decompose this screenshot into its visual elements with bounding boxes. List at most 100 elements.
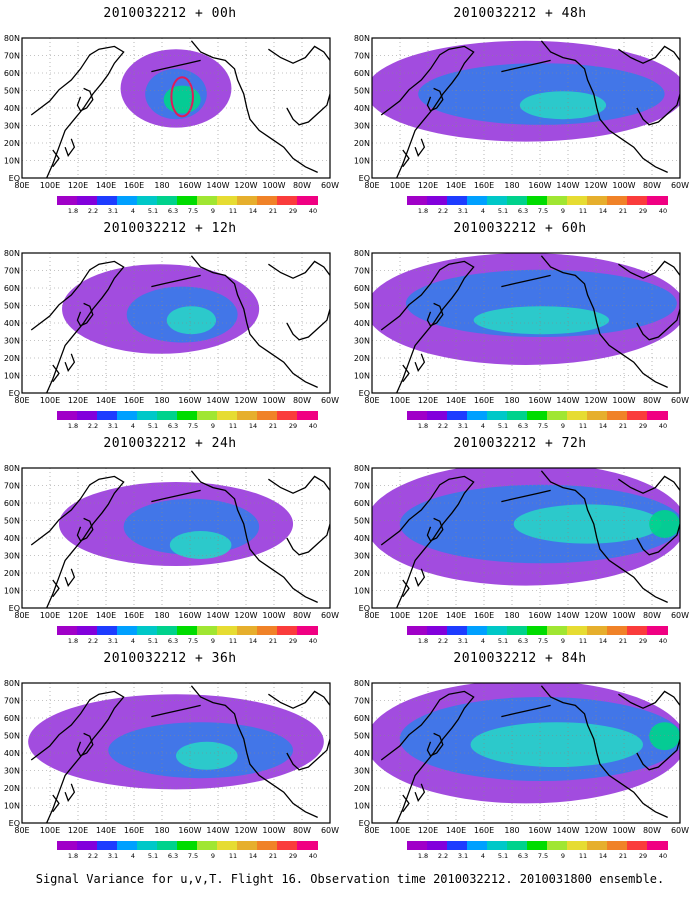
colorbar-swatch <box>157 626 178 635</box>
colorbar-swatch <box>427 196 448 205</box>
lat-tick-label: 10N <box>354 372 370 381</box>
lat-tick-label: 70N <box>4 697 20 706</box>
lon-tick-label: 80E <box>364 826 379 835</box>
colorbar-swatch <box>297 841 318 850</box>
colorbar-swatch <box>507 841 528 850</box>
colorbar-level-label: 5.1 <box>497 852 509 860</box>
colorbar-level-label: 3.1 <box>457 422 469 430</box>
lat-tick-label: 30N <box>354 122 370 131</box>
colorbar-swatch <box>297 626 318 635</box>
colorbar-swatch <box>487 196 508 205</box>
coastline <box>426 517 444 542</box>
lat-tick-label: 70N <box>354 482 370 491</box>
lon-tick-label: 80W <box>643 181 661 190</box>
map-frame <box>371 682 681 824</box>
lat-tick-label: EQ <box>359 174 370 183</box>
coastline <box>64 138 76 157</box>
coastline <box>52 794 60 813</box>
lon-tick-label: 80E <box>364 181 379 190</box>
lat-tick-label: 20N <box>354 139 370 148</box>
lon-tick-label: 120E <box>68 826 88 835</box>
panel-title: 2010032212 + 12h <box>103 221 237 236</box>
colorbar-swatch <box>97 841 118 850</box>
colorbar-swatch <box>77 841 98 850</box>
colorbar-swatch <box>467 196 488 205</box>
coastline <box>618 260 680 279</box>
coastline <box>190 255 318 388</box>
colorbar-level-label: 21 <box>268 637 278 645</box>
lon-tick-label: 140W <box>206 181 229 190</box>
colorbar-level-label: 4 <box>480 637 486 645</box>
lat-tick-label: EQ <box>359 389 370 398</box>
lon-tick-label: 60W <box>321 181 339 190</box>
variance-field <box>176 741 238 770</box>
colorbar-swatch <box>117 841 138 850</box>
colorbar-level-label: 7.5 <box>187 852 199 860</box>
coastline <box>618 475 680 494</box>
colorbar-level-label: 3.1 <box>107 852 119 860</box>
colorbar-level-label: 9 <box>210 422 216 430</box>
lon-tick-label: 80W <box>293 826 311 835</box>
colorbar: 1.8 2.2 3.1 4 5.1 6.3 7.5 9 11 14 21 29 40 <box>407 196 668 216</box>
colorbar-swatch <box>567 411 588 420</box>
colorbar-level-label: 6.3 <box>167 207 179 215</box>
lon-tick-label: 60W <box>671 396 689 405</box>
lon-tick-label: 100W <box>612 611 635 620</box>
colorbar-swatch <box>237 626 258 635</box>
lat-tick-label: 10N <box>354 157 370 166</box>
lat-tick-label: 60N <box>354 499 370 508</box>
map-panel: 2010032212 + 24h 80E 100E 120E 140E 160E 180 16… <box>0 430 340 645</box>
colorbar-level-label: 29 <box>288 207 298 215</box>
coastline <box>380 45 475 178</box>
colorbar-level-label: 21 <box>268 422 278 430</box>
coastline <box>190 685 318 818</box>
lat-tick-label: 80N <box>4 464 20 473</box>
colorbar-swatch <box>177 196 198 205</box>
colorbar-swatch <box>447 626 468 635</box>
coastline <box>268 475 330 494</box>
map-panel: 2010032212 + 12h 80E 100E 120E 140E 160E 180 16… <box>0 215 340 430</box>
lat-tick-label: 20N <box>354 784 370 793</box>
lat-tick-label: 30N <box>4 337 20 346</box>
colorbar-level-label: 6.3 <box>517 637 529 645</box>
colorbar-level-label: 4 <box>130 637 136 645</box>
colorbar-level-label: 9 <box>560 207 566 215</box>
coastline <box>286 738 330 771</box>
lat-tick-label: 30N <box>4 767 20 776</box>
lat-tick-label: 70N <box>4 482 20 491</box>
lat-tick-label: 60N <box>4 714 20 723</box>
colorbar-swatch <box>647 841 668 850</box>
colorbar-swatch <box>607 196 628 205</box>
map-frame <box>371 37 681 179</box>
colorbar-swatch <box>257 841 278 850</box>
lat-tick-label: 40N <box>4 319 20 328</box>
colorbar-swatch <box>507 411 528 420</box>
colorbar-level-label: 1.8 <box>417 637 429 645</box>
colorbar-swatch <box>467 411 488 420</box>
map-panel: 2010032212 + 72h 80E 100E 120E 140E 160E 180 16… <box>350 430 690 645</box>
colorbar-level-label: 29 <box>638 637 648 645</box>
colorbar-swatch <box>567 841 588 850</box>
colorbar-swatch <box>117 626 138 635</box>
colorbar-level-label: 5.1 <box>147 852 159 860</box>
coastline <box>52 149 60 168</box>
lat-tick-label: 20N <box>4 569 20 578</box>
colorbar: 1.8 2.2 3.1 4 5.1 6.3 7.5 9 11 14 21 29 40 <box>57 196 318 216</box>
coastline <box>30 260 125 393</box>
colorbar-swatch <box>257 196 278 205</box>
lat-tick-label: 20N <box>354 569 370 578</box>
colorbar-swatch <box>507 196 528 205</box>
lon-tick-label: 80W <box>643 611 661 620</box>
lon-tick-label: 120W <box>234 826 257 835</box>
colorbar-level-label: 40 <box>658 852 668 860</box>
lat-tick-label: 40N <box>354 104 370 113</box>
colorbar: 1.8 2.2 3.1 4 5.1 6.3 7.5 9 11 14 21 29 40 <box>407 411 668 431</box>
coastline <box>151 274 201 288</box>
lon-tick-label: 100E <box>40 611 60 620</box>
lon-tick-label: 120E <box>418 181 438 190</box>
lat-tick-label: 50N <box>354 302 370 311</box>
colorbar-level-label: 2.2 <box>87 637 99 645</box>
colorbar-level-label: 21 <box>618 207 628 215</box>
lat-tick-label: 80N <box>354 249 370 258</box>
colorbar-level-label: 11 <box>578 207 588 215</box>
